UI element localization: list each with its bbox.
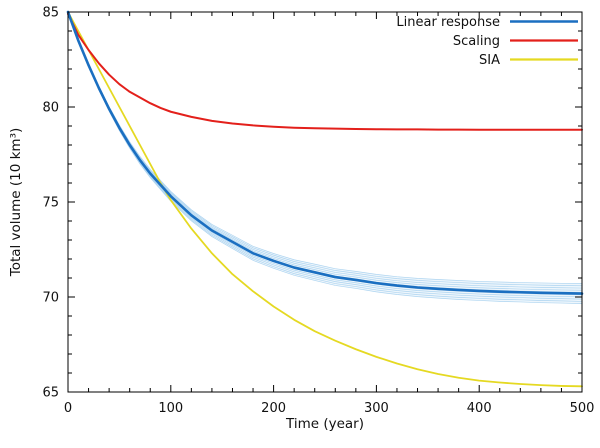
legend-label: SIA [479,53,500,68]
series-line-sia [67,11,583,388]
y-tick-label: 85 [42,6,59,21]
y-tick-label: 65 [42,386,59,401]
ensemble-member-line [67,11,583,293]
ensemble-member-line [67,11,583,291]
y-tick-label: 70 [42,291,59,306]
ensemble-member-line [67,11,583,287]
ensemble-member-line [67,11,583,289]
ensemble-member-line [67,11,583,304]
x-tick-label: 200 [261,401,286,416]
series-line-linear-response [66,10,584,295]
x-tick-label: 0 [64,401,72,416]
x-tick-label: 400 [467,401,492,416]
y-axis-title: Total volume (10 km³) [8,127,24,277]
legend-label: Linear response [396,15,500,30]
x-tick-label: 100 [158,401,183,416]
legend-label: Scaling [453,34,500,49]
ensemble-member-line [67,11,583,302]
y-tick-label: 75 [42,196,59,211]
uncertainty-band [68,12,582,304]
x-tick-label: 500 [570,401,595,416]
y-tick-label: 80 [42,101,59,116]
ensemble-member-line [67,11,583,284]
series-line-scaling [67,12,583,131]
x-axis-title: Time (year) [286,416,364,432]
x-tick-label: 300 [364,401,389,416]
